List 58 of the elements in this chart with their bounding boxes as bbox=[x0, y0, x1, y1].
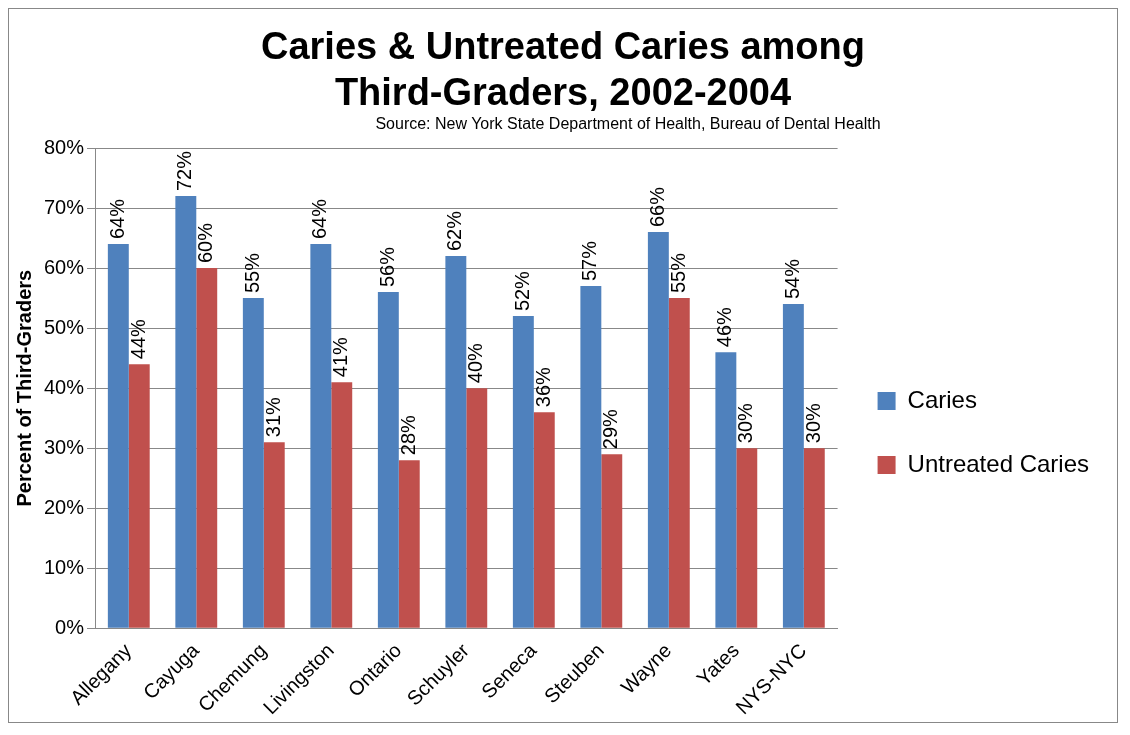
bar bbox=[398, 460, 420, 628]
data-label: 30% bbox=[801, 402, 824, 444]
bar bbox=[533, 412, 555, 628]
y-tick-label: 20% bbox=[44, 495, 85, 518]
y-tick-label: 80% bbox=[44, 135, 85, 158]
y-tick-label: 40% bbox=[44, 375, 85, 398]
y-tick-label: 30% bbox=[44, 435, 85, 458]
bar bbox=[331, 382, 353, 628]
bar bbox=[736, 448, 758, 628]
bar bbox=[782, 304, 804, 628]
data-label: 56% bbox=[375, 246, 398, 288]
bar bbox=[803, 448, 825, 628]
bar bbox=[242, 298, 264, 628]
y-tick-label: 10% bbox=[44, 555, 85, 578]
y-tick-label: 0% bbox=[55, 615, 85, 638]
bar bbox=[310, 244, 332, 628]
bar bbox=[377, 292, 399, 628]
data-label: 52% bbox=[510, 270, 533, 312]
data-label: 46% bbox=[713, 306, 736, 348]
data-label: 62% bbox=[443, 210, 466, 252]
data-label: 66% bbox=[645, 186, 668, 228]
data-label: 36% bbox=[531, 366, 554, 408]
data-label: 44% bbox=[126, 318, 149, 360]
data-label: 54% bbox=[780, 258, 803, 300]
data-label: 40% bbox=[464, 342, 487, 384]
bar bbox=[175, 196, 197, 628]
bar bbox=[580, 286, 602, 628]
data-label: 31% bbox=[261, 396, 284, 438]
bar bbox=[668, 298, 690, 628]
bar bbox=[512, 316, 534, 628]
data-label: 64% bbox=[105, 198, 128, 240]
data-label: 28% bbox=[396, 414, 419, 456]
bar bbox=[466, 388, 488, 628]
data-label: 29% bbox=[599, 408, 622, 450]
bar bbox=[128, 364, 150, 628]
y-tick-label: 70% bbox=[44, 195, 85, 218]
bar bbox=[263, 442, 285, 628]
bar bbox=[647, 232, 669, 628]
legend-label: Untreated Caries bbox=[907, 449, 1089, 477]
data-label: 64% bbox=[308, 198, 331, 240]
data-label: 30% bbox=[734, 402, 757, 444]
legend-label: Caries bbox=[907, 385, 977, 413]
y-tick-label: 60% bbox=[44, 255, 85, 278]
bar bbox=[107, 244, 129, 628]
bar bbox=[445, 256, 467, 628]
chart-title: Caries & Untreated Caries among Third-Graders, 2002-2004 bbox=[260, 24, 866, 115]
bar bbox=[196, 268, 218, 628]
data-label: 55% bbox=[666, 252, 689, 294]
data-label: 72% bbox=[173, 150, 196, 192]
y-tick-label: 50% bbox=[44, 315, 85, 338]
data-label: 60% bbox=[194, 222, 217, 264]
bar bbox=[715, 352, 737, 628]
y-axis-title: Percent of Third-Graders bbox=[12, 269, 35, 507]
bar bbox=[601, 454, 623, 628]
data-label: 57% bbox=[578, 240, 601, 282]
data-label: 41% bbox=[329, 336, 352, 378]
chart-subtitle: Source: New York State Department of Health, Bureau of Dental Health bbox=[374, 115, 882, 133]
data-label: 55% bbox=[240, 252, 263, 294]
